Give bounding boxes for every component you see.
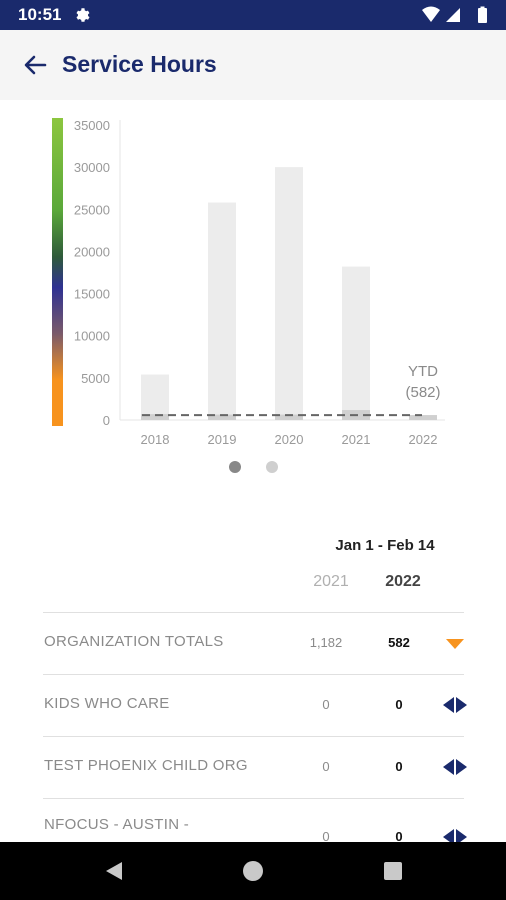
y-tick-label: 20000 (74, 244, 110, 259)
nav-back-icon[interactable] (103, 860, 125, 882)
row-value-2022: 0 (395, 829, 403, 844)
row-value-2022: 0 (395, 697, 403, 712)
y-tick-label: 15000 (74, 287, 110, 302)
app-bar: Service Hours (0, 30, 506, 100)
x-tick-label: 2021 (342, 432, 371, 447)
row-label: ORGANIZATION TOTALS (44, 633, 224, 650)
down-triangle-icon (446, 639, 464, 649)
row-value-2021: 0 (322, 829, 330, 844)
bar-2018[interactable] (141, 374, 169, 420)
row-value-2021: 1,182 (309, 635, 343, 650)
y-tick-label: 10000 (74, 329, 110, 344)
x-tick-label: 2018 (141, 432, 170, 447)
table-row-nfocus-austin[interactable]: NFOCUS - AUSTIN - 0 0 (43, 798, 467, 860)
nav-home-icon[interactable] (243, 861, 263, 881)
row-value-2021: 0 (322, 759, 330, 774)
neutral-arrows-icon (443, 697, 467, 713)
y-tick-label: 5000 (81, 371, 110, 386)
signal-icon (446, 8, 460, 22)
bar-ytd-2019[interactable] (208, 414, 236, 420)
status-indicators (422, 6, 487, 23)
row-value-2022: 582 (388, 635, 410, 650)
y-tick-label: 25000 (74, 202, 110, 217)
period-label: Jan 1 - Feb 14 (335, 537, 435, 554)
status-time: 10:51 (18, 5, 62, 24)
color-scale-bar (52, 118, 63, 426)
y-tick-label: 0 (103, 413, 110, 428)
column-header-2022: 2022 (385, 573, 421, 590)
bar-ytd-2020[interactable] (275, 414, 303, 420)
row-label: NFOCUS - AUSTIN - (44, 816, 190, 833)
bar-2020[interactable] (275, 167, 303, 420)
table-row-kids-who-care[interactable]: KIDS WHO CARE 0 0 (43, 674, 467, 736)
ytd-annotation-label: YTD (408, 363, 438, 380)
wifi-icon (422, 6, 440, 22)
y-tick-label: 30000 (74, 160, 110, 175)
pager-dot[interactable] (266, 461, 278, 473)
neutral-arrows-icon (443, 829, 467, 845)
y-tick-label: 35000 (74, 118, 110, 133)
bar-2021[interactable] (342, 266, 370, 420)
row-value-2022: 0 (395, 759, 403, 774)
table-row-organization-totals[interactable]: ORGANIZATION TOTALS 1,182 582 (43, 612, 464, 674)
ytd-annotation-value: (582) (405, 384, 440, 401)
x-tick-label: 2020 (275, 432, 304, 447)
row-label: KIDS WHO CARE (44, 695, 170, 712)
x-tick-label: 2019 (208, 432, 237, 447)
table-row-test-phoenix-child-org[interactable]: TEST PHOENIX CHILD ORG 0 0 (43, 736, 467, 798)
settings-gear-icon (76, 8, 90, 22)
chart-pager[interactable] (0, 460, 506, 474)
row-value-2021: 0 (322, 697, 330, 712)
bar-ytd-2022[interactable] (409, 415, 437, 420)
neutral-arrows-icon (443, 759, 467, 775)
status-bar: 10:51 (0, 0, 506, 30)
page-title: Service Hours (62, 51, 217, 77)
battery-icon (478, 8, 487, 23)
system-nav-bar (0, 842, 506, 900)
back-arrow-icon[interactable] (20, 50, 50, 80)
x-tick-label: 2022 (409, 432, 438, 447)
column-header-2021: 2021 (313, 573, 349, 590)
bar-ytd-2018[interactable] (141, 414, 169, 420)
pager-dot-active[interactable] (229, 461, 241, 473)
row-label: TEST PHOENIX CHILD ORG (44, 757, 248, 774)
nav-recents-icon[interactable] (384, 862, 402, 880)
bar-2019[interactable] (208, 202, 236, 420)
service-hours-chart[interactable]: 0 5000 10000 15000 20000 25000 30000 35000 YTD … (0, 100, 506, 480)
